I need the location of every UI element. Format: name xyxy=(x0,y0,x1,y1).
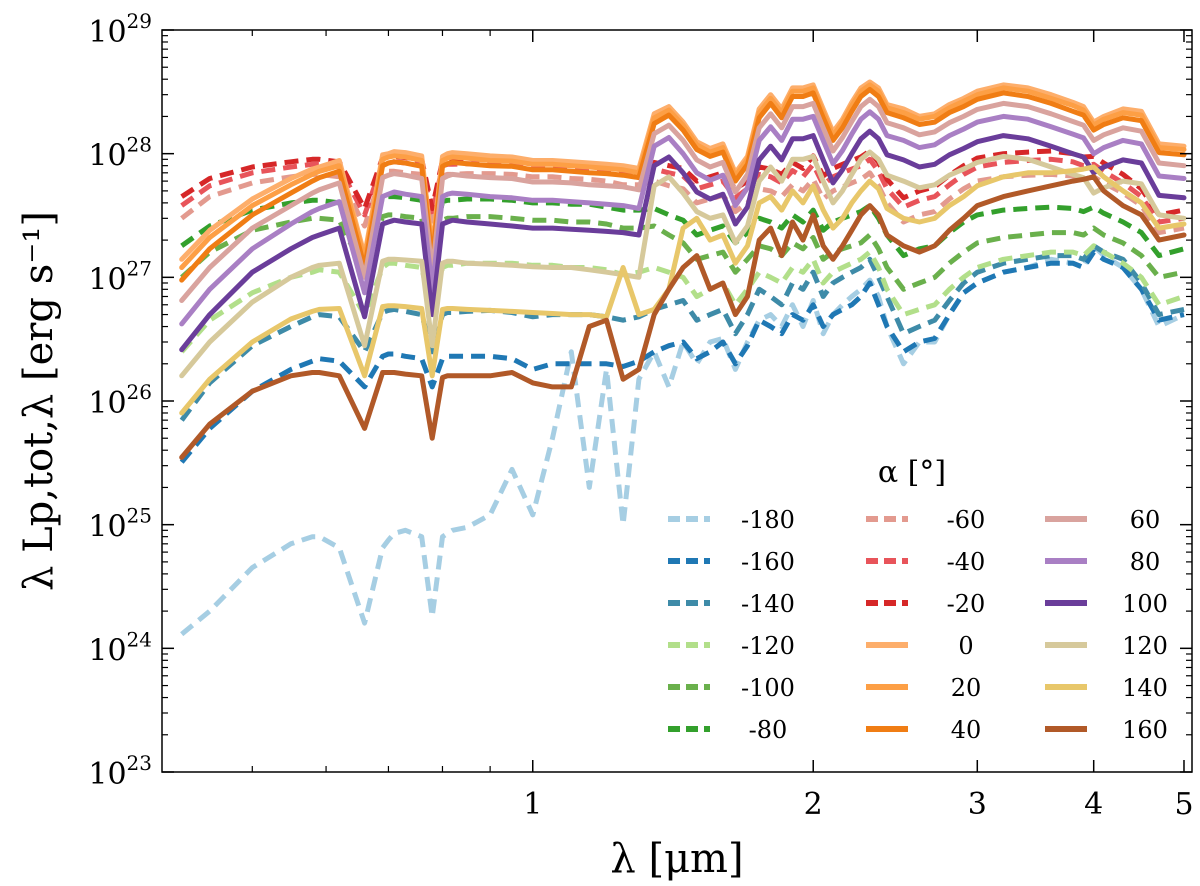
legend-label-11: 40 xyxy=(951,716,982,744)
x-tick-label-1: 2 xyxy=(804,787,823,822)
legend-label-7: -40 xyxy=(947,548,986,576)
y-tick-label-5: 1028 xyxy=(88,133,152,174)
x-axis-title: λ [μm] xyxy=(610,836,743,882)
x-tick-label-4: 5 xyxy=(1174,787,1193,822)
y-tick-label-0: 1023 xyxy=(88,751,152,792)
series-line-1 xyxy=(179,249,1185,464)
series-line-6 xyxy=(180,168,1185,236)
legend-label-13: 80 xyxy=(1130,548,1161,576)
x-tick-label-0: 1 xyxy=(523,787,542,822)
y-tick-label-4: 1027 xyxy=(88,256,152,297)
x-tick-label-3: 4 xyxy=(1084,787,1103,822)
y-tick-label-2: 1025 xyxy=(88,504,152,545)
series-line-4 xyxy=(180,212,1185,292)
legend-label-4: -100 xyxy=(741,674,795,702)
legend: α [°] -180 -160 -140 -120 -100 -80 -60 -40 -20 0 20… xyxy=(668,455,1168,744)
plot-lines xyxy=(179,79,1187,637)
legend-label-0: -180 xyxy=(741,506,795,534)
legend-label-16: 140 xyxy=(1122,674,1168,702)
legend-label-12: 60 xyxy=(1130,506,1161,534)
legend-label-14: 100 xyxy=(1122,590,1168,618)
legend-label-15: 120 xyxy=(1122,632,1168,660)
legend-label-9: 0 xyxy=(958,632,973,660)
legend-label-17: 160 xyxy=(1122,716,1168,744)
legend-label-8: -20 xyxy=(947,590,986,618)
series-line-2 xyxy=(179,243,1185,422)
series-line-16 xyxy=(179,164,1187,416)
series-line-14 xyxy=(179,128,1187,353)
series-line-12 xyxy=(179,96,1187,303)
series-line-13 xyxy=(179,109,1187,327)
y-axis: 1023 1024 1025 1026 1027 1028 1029 xyxy=(88,9,1192,792)
x-tick-label-2: 3 xyxy=(968,787,987,822)
legend-label-3: -120 xyxy=(741,632,795,660)
legend-label-2: -140 xyxy=(741,590,795,618)
y-tick-label-6: 1029 xyxy=(88,9,152,50)
legend-label-1: -160 xyxy=(741,548,795,576)
y-tick-label-1: 1024 xyxy=(88,627,152,668)
series-line-17 xyxy=(179,174,1187,460)
series-line-11 xyxy=(179,87,1187,283)
x-axis: 1 2 3 4 5 xyxy=(251,30,1194,822)
legend-label-5: -80 xyxy=(749,716,788,744)
y-tick-label-3: 1026 xyxy=(88,380,152,421)
legend-label-10: 20 xyxy=(951,674,982,702)
series-line-15 xyxy=(179,149,1187,379)
legend-title: α [°] xyxy=(878,455,946,490)
legend-label-6: -60 xyxy=(947,506,986,534)
y-axis-title: λ Lp,tot,λ [erg s⁻¹] xyxy=(16,211,62,591)
